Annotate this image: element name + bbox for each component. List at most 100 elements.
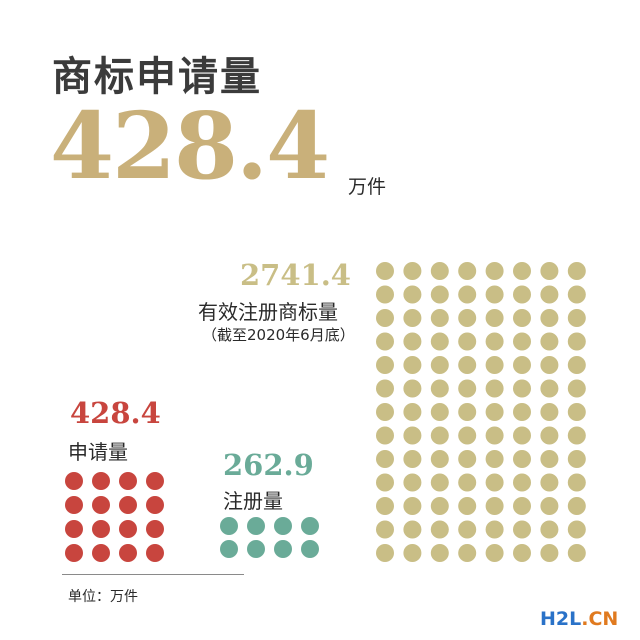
registered-dot xyxy=(485,544,504,562)
registered-dot xyxy=(376,520,394,539)
applications-dot xyxy=(92,496,110,514)
applications-dot xyxy=(119,520,137,538)
registered-dot xyxy=(430,450,449,468)
registered-dot xyxy=(540,497,559,515)
registered-dot xyxy=(430,309,449,327)
registered-dot xyxy=(403,473,422,492)
applications-dot xyxy=(92,544,110,562)
registered-dot xyxy=(513,497,531,515)
registered-dot xyxy=(540,473,559,492)
granted-dot xyxy=(220,540,238,558)
registered-dot xyxy=(540,285,559,304)
applications-dot xyxy=(65,472,83,490)
registered-dot xyxy=(376,426,394,445)
registered-dot xyxy=(430,497,449,515)
registered-dot xyxy=(403,356,422,374)
applications-dot xyxy=(146,472,164,490)
registered-dot xyxy=(485,520,504,539)
registered-dot xyxy=(513,309,531,327)
registered-dot xyxy=(403,426,422,445)
registered-dot xyxy=(430,520,449,539)
applications-dot xyxy=(65,520,83,538)
watermark-prefix: H2L xyxy=(540,608,582,630)
granted-dot xyxy=(301,540,319,558)
registered-dot xyxy=(403,262,422,280)
registered-dot xyxy=(430,262,449,280)
registered-dot xyxy=(540,520,559,539)
registered-dot xyxy=(458,520,477,539)
registered-dot xyxy=(567,473,586,492)
registered-dot xyxy=(403,497,422,515)
registered-dot xyxy=(567,403,586,421)
registered-dot xyxy=(567,520,586,539)
registered-dot xyxy=(430,403,449,421)
granted-label: 注册量 xyxy=(223,489,283,513)
registered-dot xyxy=(540,403,559,421)
registered-dot xyxy=(403,309,422,327)
applications-dot xyxy=(146,544,164,562)
registered-dot xyxy=(567,285,586,304)
registered-dot xyxy=(376,497,394,515)
registered-dot xyxy=(540,356,559,374)
registered-dot xyxy=(485,309,504,327)
granted-dot xyxy=(301,517,319,535)
registered-label: 有效注册商标量 xyxy=(198,300,338,324)
registered-dot xyxy=(403,520,422,539)
registered-dot xyxy=(376,379,394,398)
registered-dot xyxy=(567,309,586,327)
registered-dot xyxy=(458,262,477,280)
registered-dot xyxy=(458,426,477,445)
registered-dot xyxy=(376,262,394,280)
applications-dot xyxy=(146,496,164,514)
registered-dot xyxy=(540,544,559,562)
site-watermark: H2L.CN xyxy=(540,608,618,630)
registered-dot xyxy=(513,285,531,304)
registered-dot xyxy=(567,379,586,398)
registered-dot xyxy=(513,332,531,351)
registered-dot xyxy=(376,332,394,351)
registered-dot xyxy=(513,426,531,445)
granted-dot xyxy=(274,517,292,535)
registered-dot xyxy=(458,379,477,398)
registered-dot xyxy=(513,473,531,492)
registered-dot xyxy=(485,285,504,304)
registered-dot xyxy=(513,450,531,468)
applications-dot xyxy=(119,496,137,514)
granted-dot xyxy=(274,540,292,558)
watermark-suffix: .CN xyxy=(581,608,619,630)
applications-dot xyxy=(119,544,137,562)
registered-dot xyxy=(513,403,531,421)
registered-dot xyxy=(485,403,504,421)
registered-dot xyxy=(567,356,586,374)
registered-dot xyxy=(567,544,586,562)
registered-note: （截至2020年6月底） xyxy=(202,326,355,344)
registered-dot xyxy=(567,450,586,468)
registered-dot xyxy=(376,450,394,468)
registered-dot xyxy=(376,356,394,374)
registered-dot xyxy=(376,309,394,327)
registered-dot xyxy=(458,309,477,327)
registered-dot xyxy=(403,379,422,398)
registered-dot xyxy=(403,285,422,304)
registered-dot xyxy=(485,262,504,280)
registered-dot xyxy=(567,332,586,351)
registered-dot xyxy=(403,403,422,421)
registered-dot xyxy=(567,426,586,445)
registered-dot xyxy=(430,426,449,445)
granted-dot xyxy=(220,517,238,535)
applications-value: 428.4 xyxy=(70,396,161,430)
applications-dot xyxy=(119,472,137,490)
registered-dot xyxy=(458,403,477,421)
applications-dot xyxy=(65,544,83,562)
registered-dot xyxy=(485,497,504,515)
registered-dot xyxy=(567,497,586,515)
registered-dot xyxy=(540,426,559,445)
registered-dot xyxy=(376,403,394,421)
page-title: 商标申请量 xyxy=(52,54,262,100)
headline-value: 428.4 xyxy=(50,92,330,200)
applications-dot xyxy=(92,520,110,538)
unit-divider xyxy=(62,574,244,575)
registered-dot xyxy=(430,285,449,304)
registered-dot xyxy=(430,356,449,374)
